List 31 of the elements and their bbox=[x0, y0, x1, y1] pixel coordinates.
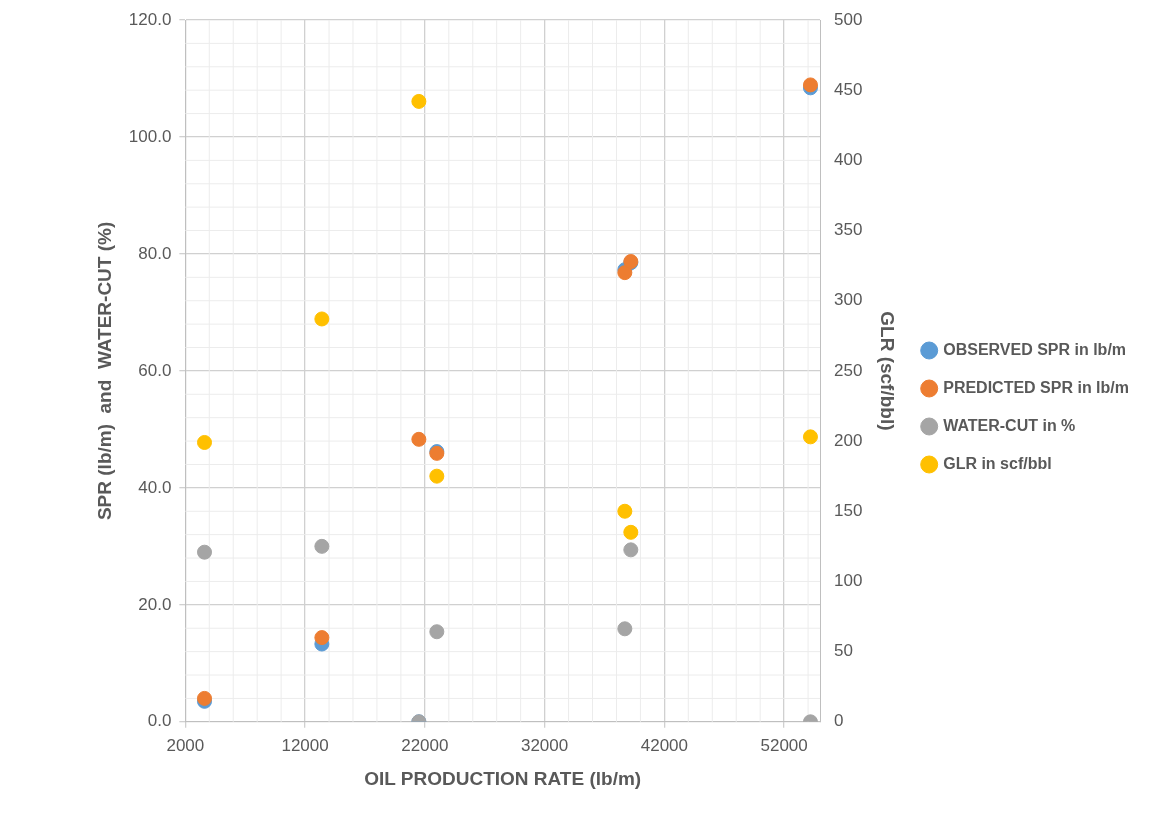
y2-tick-label: 50 bbox=[834, 641, 853, 661]
x-tick-label: 12000 bbox=[281, 735, 329, 755]
y-tick-label: 60.0 bbox=[138, 360, 172, 380]
y2-tick-label: 450 bbox=[834, 79, 863, 99]
legend-label: WATER-CUT in % bbox=[943, 416, 1076, 434]
y2-tick-label: 400 bbox=[834, 150, 863, 170]
y2-tick-label: 300 bbox=[834, 290, 863, 310]
legend-label: GLR in scf/bbl bbox=[943, 454, 1052, 472]
y-tick-label: 20.0 bbox=[138, 594, 172, 614]
y-tick-label: 120.0 bbox=[128, 9, 172, 29]
y2-tick-label: 200 bbox=[834, 430, 863, 450]
y-tick-label: 80.0 bbox=[138, 243, 172, 263]
legend-label: PREDICTED SPR in lb/m bbox=[943, 378, 1129, 396]
y2-tick-label: 250 bbox=[834, 360, 863, 380]
x-axis-title: OIL PRODUCTION RATE (lb/m) bbox=[364, 767, 642, 789]
y2-tick-label: 0 bbox=[834, 711, 844, 731]
y2-tick-label: 150 bbox=[834, 500, 863, 520]
y-tick-label: 0.0 bbox=[147, 711, 172, 731]
x-tick-label: 42000 bbox=[640, 735, 688, 755]
x-tick-label: 2000 bbox=[166, 735, 205, 755]
legend-label: OBSERVED SPR in lb/m bbox=[943, 340, 1127, 358]
x-tick-label: 22000 bbox=[401, 735, 449, 755]
y-tick-label: 100.0 bbox=[128, 126, 172, 146]
x-tick-label: 32000 bbox=[520, 735, 569, 755]
y2-tick-label: 100 bbox=[834, 571, 863, 591]
y2-tick-label: 350 bbox=[834, 220, 863, 240]
y-tick-label: 40.0 bbox=[138, 477, 172, 497]
y2-tick-label: 500 bbox=[834, 9, 863, 29]
y-axis-title: SPR (lb/m) and WATER-CUT (%) bbox=[93, 221, 115, 521]
y2-axis-title: GLR (scf/bbl) bbox=[876, 311, 898, 431]
x-tick-label: 52000 bbox=[760, 735, 808, 755]
